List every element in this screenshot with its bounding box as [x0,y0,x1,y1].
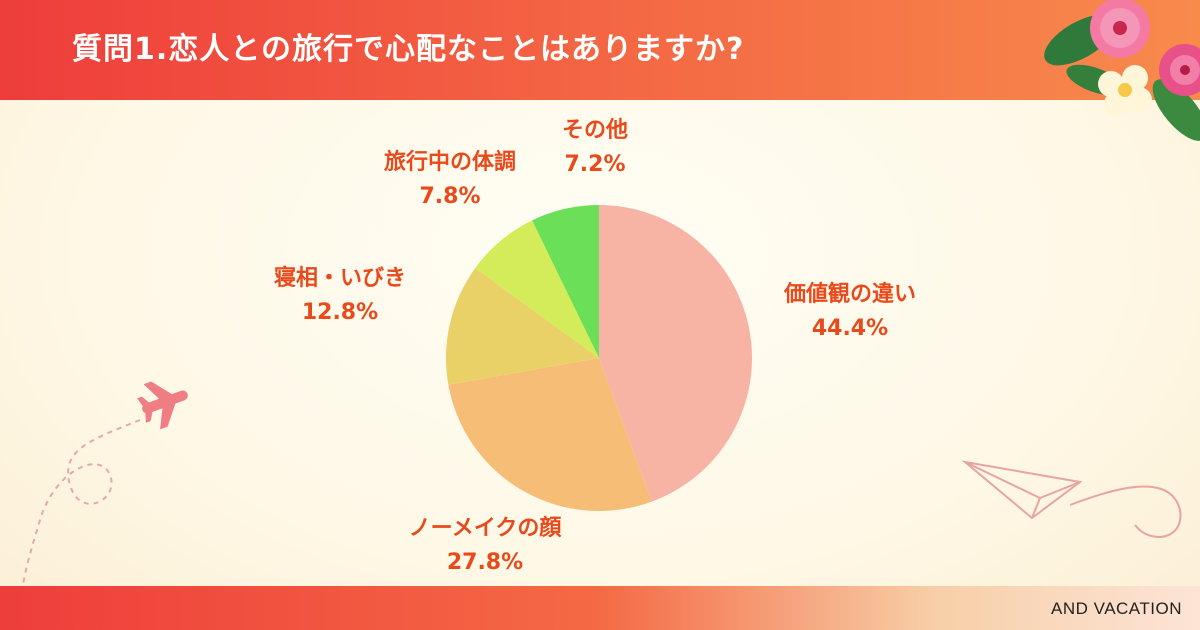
slice-label-3-value: 7.8% [419,184,481,209]
page-title: 質問1.恋人との旅行で心配なことはありますか? [72,32,745,67]
pie-slice-2 [445,268,599,385]
slice-label-2-value: 12.8% [301,300,379,325]
paper-plane-icon [961,460,1182,538]
pie-slice-3 [475,220,599,358]
slice-label-1-value: 27.8% [446,550,524,575]
slice-label-4: その他 7.2% [520,114,670,182]
slice-label-4-name: その他 [561,118,628,143]
pie-slice-0 [599,205,753,502]
pie-slice-4 [532,205,599,358]
slice-label-4-value: 7.2% [564,152,626,177]
brand-name: AND VACATION [1051,599,1182,618]
footer-banner [0,586,1200,630]
slice-label-1: ノーメイクの顔 27.8% [370,512,600,580]
slice-label-2: 寝相・いびき 12.8% [240,262,440,330]
slice-label-1-name: ノーメイクの顔 [408,516,562,541]
hibiscus-flower-icon [1044,0,1200,141]
slice-label-3: 旅行中の体調 7.8% [340,146,560,214]
slice-label-3-name: 旅行中の体調 [383,150,516,175]
airplane-icon [137,381,188,430]
pie-slice-1 [448,358,652,512]
slice-label-0: 価値観の違い 44.4% [735,278,965,346]
header-banner [0,0,1200,100]
slice-label-0-name: 価値観の違い [783,282,916,307]
slice-label-0-value: 44.4% [811,316,889,341]
slice-label-2-name: 寝相・いびき [273,266,406,291]
